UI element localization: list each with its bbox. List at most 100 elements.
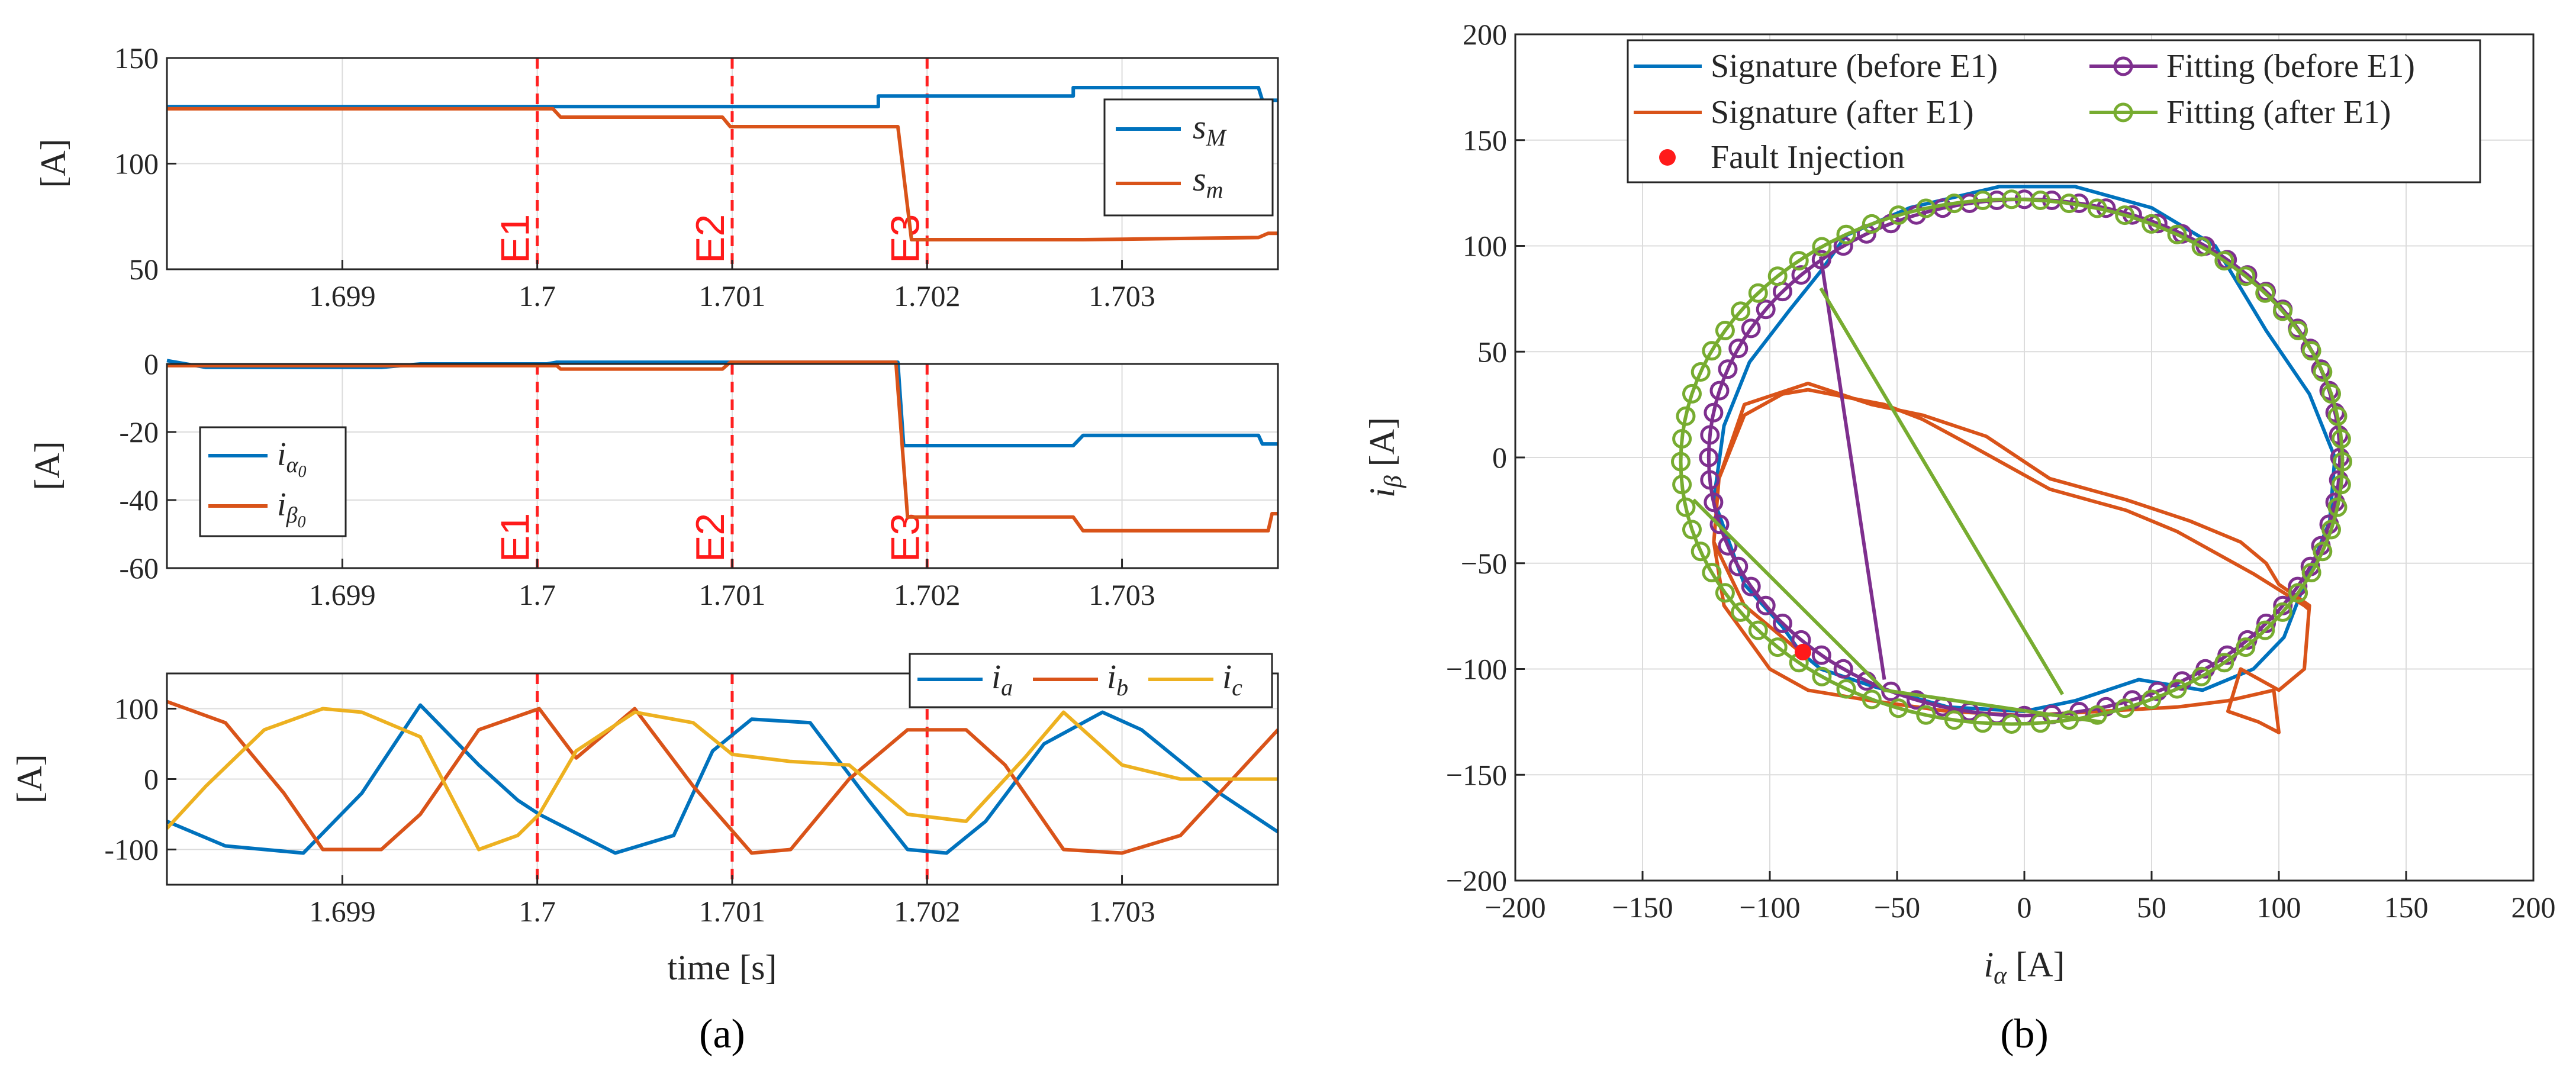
b-fit-marker	[2255, 620, 2275, 640]
b-fit-segment	[1819, 256, 1886, 680]
b-fit-marker	[1791, 265, 1811, 285]
a2-event-label: E1	[493, 513, 538, 562]
a3-ytick-label: 100	[114, 692, 159, 726]
b-ytick-label: −50	[1461, 547, 1507, 580]
legend-marker-fit-before	[2113, 56, 2133, 76]
b-signature-line	[1712, 381, 2311, 734]
plot-a3: 1.699 1.7 1.701 1.702 1.703 100 0 -100 [A] time…	[10, 653, 1280, 987]
a2-series	[166, 359, 1278, 533]
b-fit-marker	[1731, 602, 1751, 622]
b-fit-marker	[1709, 381, 1730, 401]
b-fit-marker	[1690, 541, 1711, 562]
a3-ticks: 1.699 1.7 1.701 1.702 1.703 100 0 -100	[104, 692, 1155, 929]
a2-event-lines: E1 E2 E3	[493, 364, 929, 568]
b-fit-marker	[2030, 713, 2050, 733]
b-xtick-label: −50	[1874, 891, 1920, 924]
a2-frame	[166, 363, 1279, 569]
a2-ytick-label: -40	[119, 483, 159, 517]
b-fit-marker	[1699, 447, 1719, 468]
b-fit-marker	[1812, 237, 1832, 257]
legend-marker-fault	[1659, 149, 1676, 166]
b-fit-marker	[1702, 341, 1722, 361]
plot-a2: E1 E2 E3 1.699 1.7 1.701 1.702 1.703 0 -20 -40 -60…	[28, 347, 1279, 611]
b-fit-marker	[2059, 710, 2079, 730]
b-fit-marker	[1741, 576, 1761, 597]
a2-xtick-label: 1.703	[1089, 578, 1155, 611]
b-fit-marker	[1728, 338, 1749, 359]
b-fit-marker	[1756, 299, 1776, 320]
b-fit-marker	[1676, 497, 1696, 517]
a1-event-label: E1	[493, 214, 538, 263]
b-xtick-label: −100	[1739, 891, 1800, 924]
b-series	[1671, 185, 2352, 734]
b-fit-marker	[2059, 194, 2079, 214]
b-fit-marker	[2115, 698, 2135, 718]
b-fault-injection-point	[1794, 643, 1811, 660]
a3-xtick-label: 1.703	[1089, 895, 1155, 928]
b-fit-marker	[1741, 318, 1761, 338]
a1-ylabel: [A]	[34, 138, 73, 188]
b-fit-marker	[2272, 602, 2292, 622]
b-fit-marker	[2331, 429, 2351, 449]
b-fit-marker	[1812, 666, 1832, 686]
b-fit-marker	[2288, 583, 2308, 603]
a1-ytick-label: 150	[114, 41, 159, 75]
a1-xtick-label: 1.701	[699, 279, 766, 312]
b-ytick-label: 0	[1492, 441, 1507, 474]
b-fit-marker	[1682, 520, 1702, 540]
b-fit-marker	[2321, 383, 2341, 404]
b-fit-marker	[1718, 536, 1738, 556]
b-fit-marker	[2301, 563, 2321, 582]
b-fit-marker	[1700, 425, 1720, 445]
b-fit-marker	[1862, 689, 1882, 710]
b-fit-segment	[1819, 287, 2065, 695]
b-fit-marker	[2087, 198, 2107, 218]
a3-series-i_b	[166, 699, 1280, 855]
a3-series	[165, 699, 1280, 855]
a2-event-label: E2	[688, 513, 733, 562]
b-ytick-label: −100	[1446, 653, 1507, 686]
a2-series-i_β0	[167, 360, 1278, 533]
a1-ticks: 1.699 1.7 1.701 1.702 1.703 50 100 150	[114, 41, 1155, 312]
a2-xtick-label: 1.7	[519, 578, 556, 611]
b-fit-marker	[1944, 710, 1964, 730]
plot-b: −200 −150 −100 −50 0 50 100 150 200 200 150 100 50 0 −…	[1363, 18, 2556, 989]
b-fit-marker	[2142, 214, 2162, 234]
b-xtick-label: −150	[1612, 891, 1673, 924]
b-fit-marker	[2236, 266, 2256, 286]
a3-series-i_a	[166, 703, 1279, 855]
b-fit-marker	[2002, 714, 2021, 734]
b-ticks: −200 −150 −100 −50 0 50 100 150 200 200 150 100 50 0 −…	[1446, 18, 2556, 924]
b-fit-marker	[2214, 251, 2234, 271]
b-fit-marker	[2167, 679, 2187, 699]
b-fit-marker	[1773, 613, 1792, 633]
b-fit-marker	[2115, 205, 2135, 225]
b-fit-marker	[2214, 653, 2234, 673]
b-fit-marker	[1731, 301, 1751, 321]
a1-xtick-label: 1.702	[894, 279, 961, 312]
a1-series-s_M	[167, 86, 1278, 109]
b-fit-marker	[1836, 224, 1856, 244]
a2-ytick-label: -20	[119, 415, 159, 449]
b-ytick-label: 200	[1463, 18, 1507, 51]
a3-xtick-label: 1.699	[309, 895, 376, 928]
a3-xlabel: time [s]	[668, 948, 777, 987]
b-fit-marker	[2236, 637, 2256, 657]
a3-series-i_c	[165, 707, 1278, 852]
b-fit-marker	[1700, 470, 1720, 490]
b-fit-marker	[1702, 563, 1722, 582]
b-fit-marker	[1715, 583, 1735, 603]
b-fit-marker	[1862, 214, 1882, 234]
b-fit-marker	[2272, 301, 2292, 321]
b-xtick-label: 100	[2257, 891, 2301, 924]
a1-xtick-label: 1.703	[1089, 279, 1155, 312]
b-fit-marker	[1718, 359, 1738, 379]
a1-event-label: E2	[688, 214, 733, 263]
b-fit-marker	[1748, 283, 1768, 303]
b-fit-marker	[1676, 406, 1696, 426]
b-fit-marker	[1973, 191, 1993, 210]
b-fit-marker	[1690, 362, 1711, 382]
legend-label-fault: Fault Injection	[1711, 139, 1905, 176]
